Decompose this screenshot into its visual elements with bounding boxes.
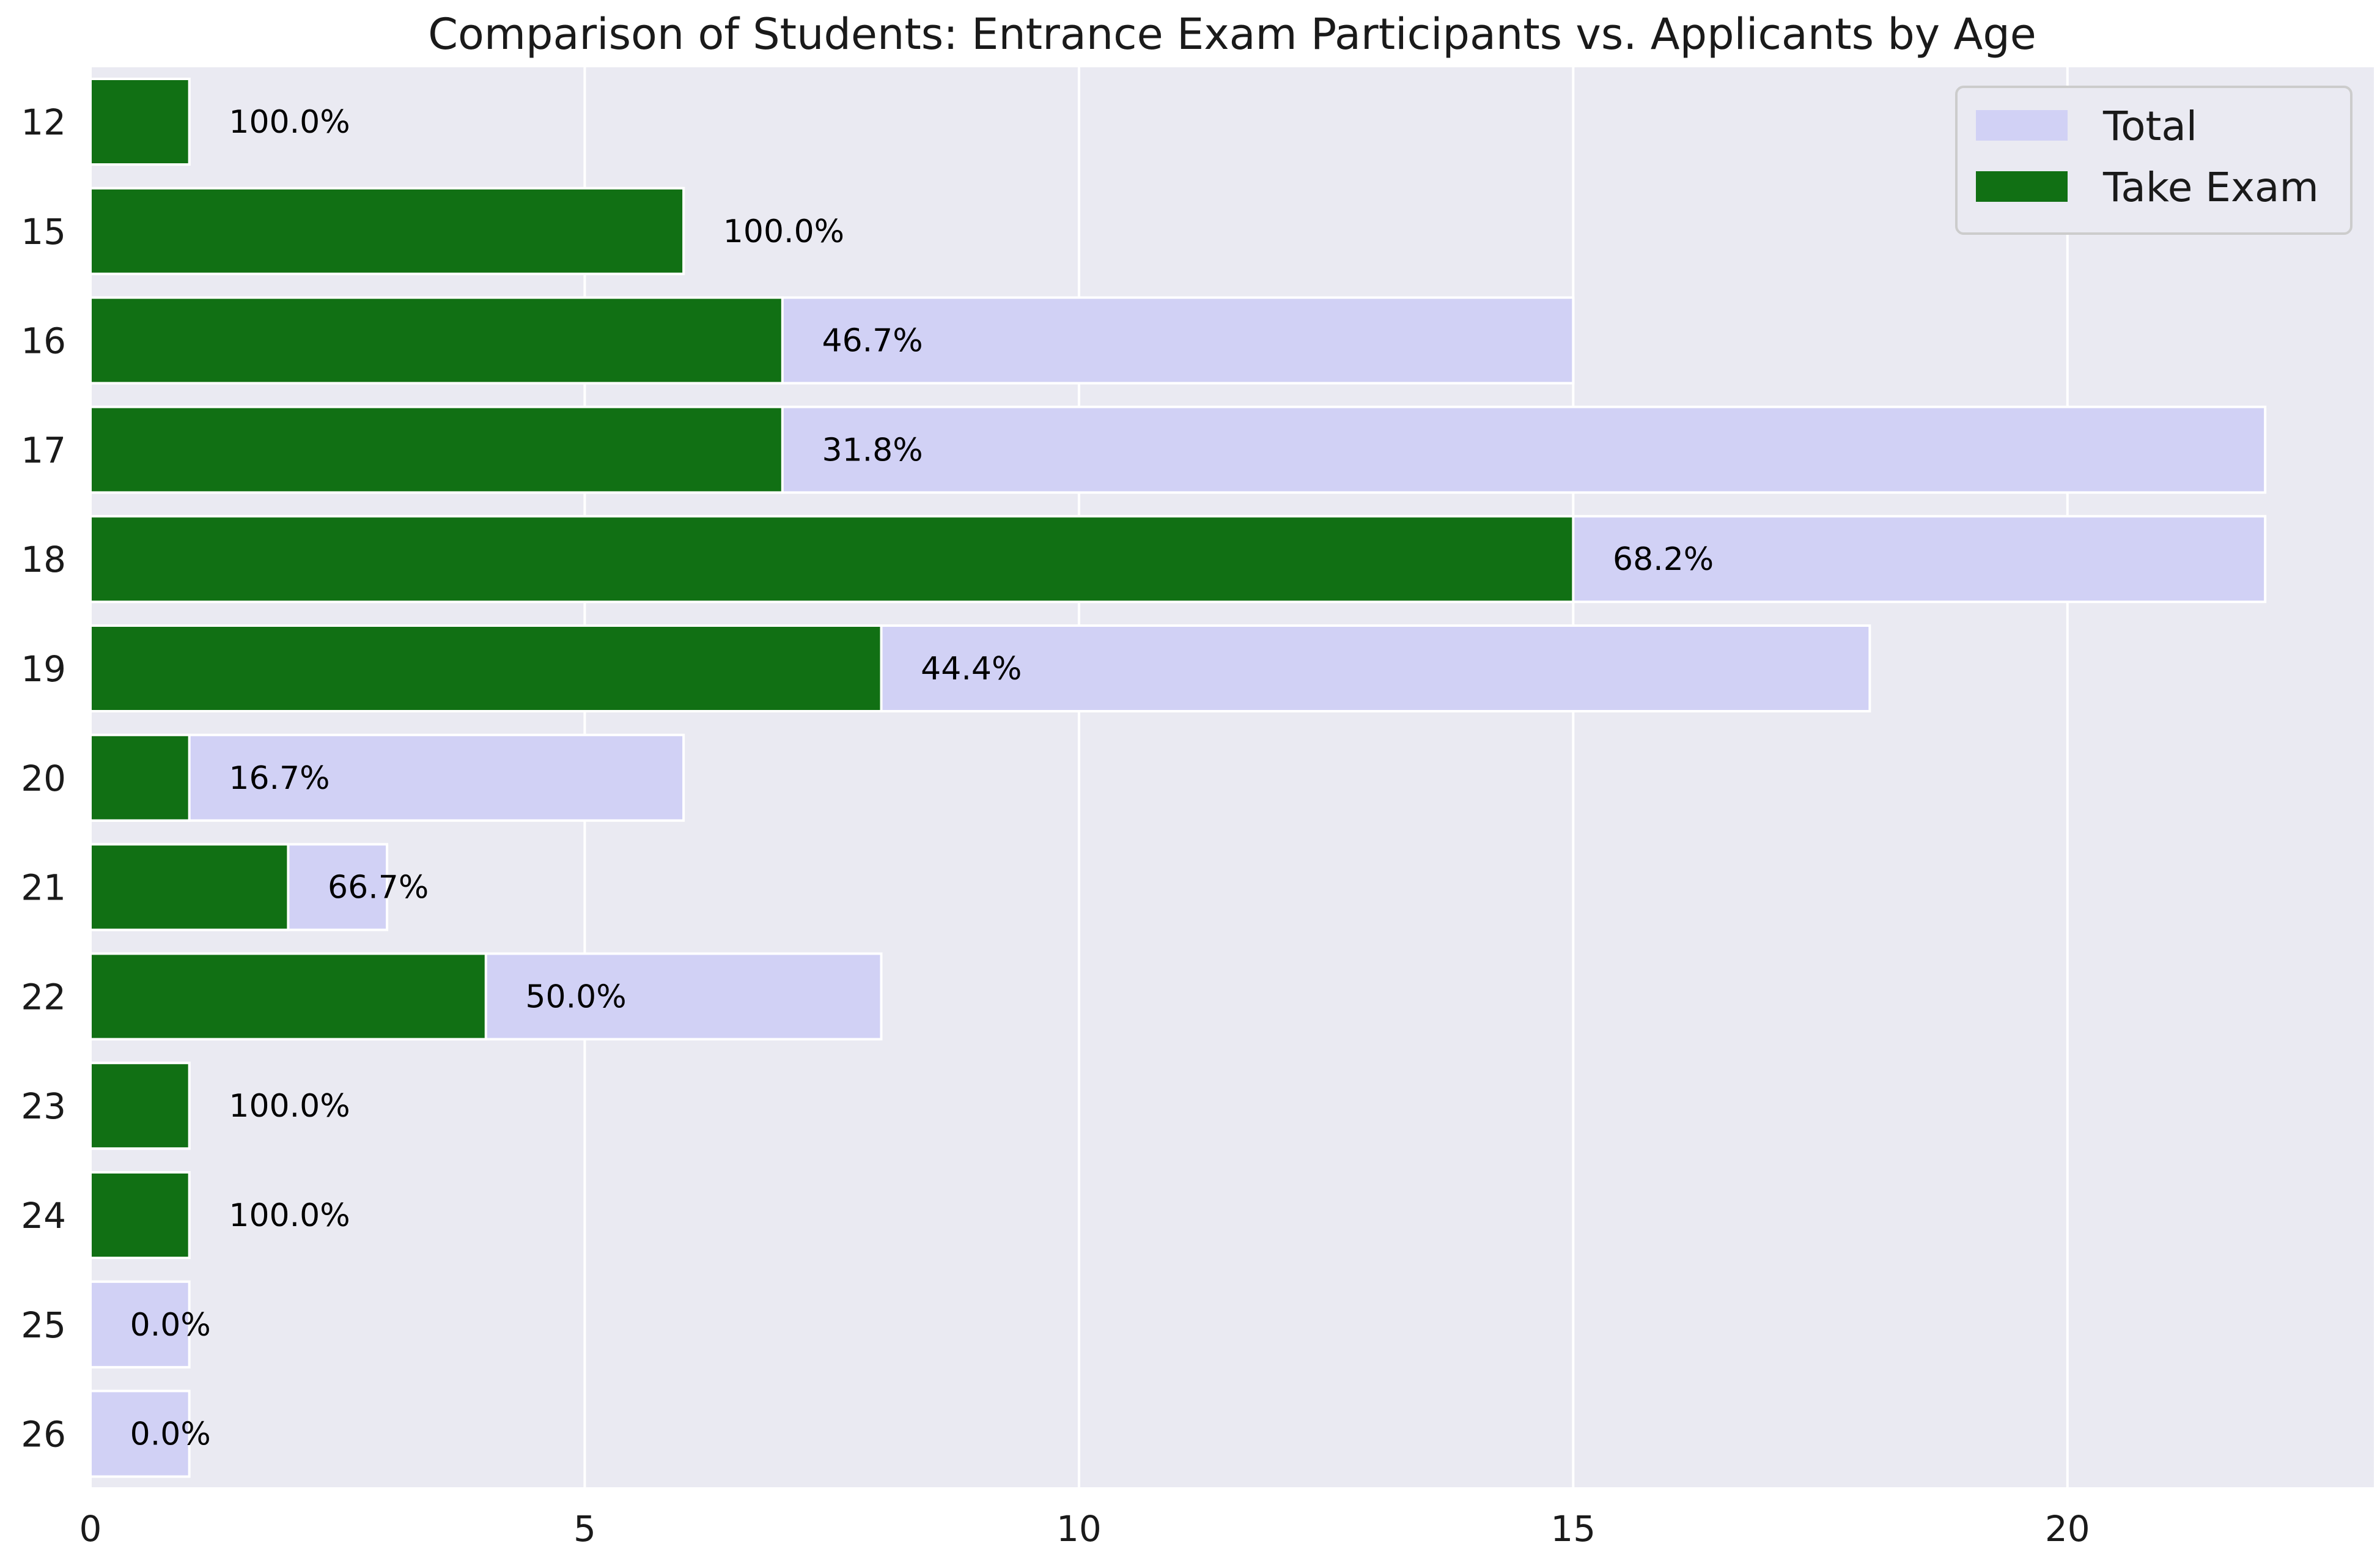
y-tick-label: 21: [21, 867, 66, 909]
percent-label: 31.8%: [822, 432, 923, 468]
take-exam-bar: [89, 296, 784, 385]
percent-label: 46.7%: [822, 323, 923, 360]
y-tick-labels: 12 15 16 17 18 19 20 21 22 23 24 25 26: [21, 102, 66, 1455]
percent-label: 100.0%: [229, 1088, 350, 1125]
y-tick-label: 22: [21, 976, 66, 1018]
y-tick-label: 17: [21, 429, 66, 471]
take-exam-bar: [89, 187, 685, 275]
total-bar: [89, 1389, 191, 1478]
legend-swatch-take-exam: [1976, 171, 2068, 202]
legend-label-take-exam: Take Exam: [2102, 164, 2319, 211]
y-tick-label: 12: [21, 102, 66, 143]
percent-label: 0.0%: [130, 1307, 211, 1344]
y-tick-label: 24: [21, 1195, 66, 1237]
x-tick-label: 5: [573, 1508, 596, 1550]
chart-title: Comparison of Students: Entrance Exam Pa…: [428, 9, 2036, 59]
x-tick-label: 0: [79, 1508, 102, 1550]
legend-swatch-total: [1976, 110, 2068, 141]
percent-label: 100.0%: [229, 104, 350, 141]
y-tick-label: 16: [21, 320, 66, 362]
y-tick-label: 19: [21, 648, 66, 690]
take-exam-bar: [89, 78, 191, 166]
percent-label: 0.0%: [130, 1416, 211, 1453]
take-exam-bar: [89, 1171, 191, 1259]
total-bar: [89, 1280, 191, 1369]
y-tick-label: 23: [21, 1085, 66, 1127]
x-tick-label: 20: [2045, 1508, 2090, 1550]
x-tick-label: 10: [1056, 1508, 1102, 1550]
percent-label: 68.2%: [1613, 541, 1714, 578]
take-exam-bar: [89, 624, 883, 712]
percent-label: 44.4%: [921, 651, 1022, 687]
take-exam-bars: [89, 78, 1575, 1259]
percent-label: 66.7%: [328, 870, 429, 906]
y-tick-label: 20: [21, 758, 66, 799]
y-tick-label: 18: [21, 539, 66, 580]
percent-label: 50.0%: [525, 978, 626, 1015]
percent-label: 16.7%: [229, 760, 330, 797]
y-tick-label: 26: [21, 1414, 66, 1455]
take-exam-bar: [89, 733, 191, 822]
legend-label-total: Total: [2102, 103, 2197, 150]
y-tick-label: 25: [21, 1304, 66, 1346]
x-tick-labels: 0 5 10 15 20: [79, 1508, 2090, 1550]
percent-label: 100.0%: [723, 213, 844, 250]
legend: Total Take Exam: [1955, 86, 2352, 235]
take-exam-bar: [89, 952, 487, 1041]
take-exam-bar: [89, 405, 784, 494]
take-exam-bar: [89, 1062, 191, 1150]
percent-label: 100.0%: [229, 1197, 350, 1234]
y-tick-label: 15: [21, 211, 66, 253]
x-tick-label: 15: [1550, 1508, 1596, 1550]
take-exam-bar: [89, 515, 1575, 604]
percent-labels: 100.0% 100.0% 46.7% 31.8% 68.2% 44.4% 16.7% 66.…: [130, 104, 1714, 1453]
take-exam-bar: [89, 843, 290, 931]
